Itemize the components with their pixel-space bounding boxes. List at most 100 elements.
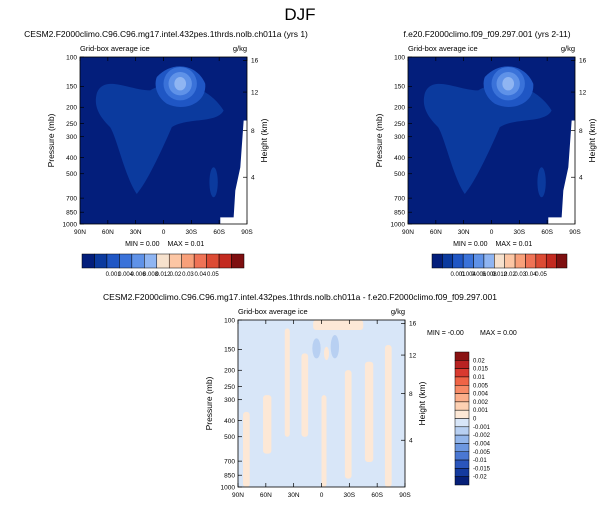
colorbar-label--0.01: -0.01 [473, 458, 487, 464]
colorbar-label-0.001: 0.001 [106, 272, 122, 278]
colorbar-swatch-4 [454, 376, 470, 386]
field-negative-core-2 [330, 335, 340, 359]
colorbar-swatch-6 [144, 253, 158, 269]
colorbar-swatch-10 [454, 426, 470, 436]
x-tick-label-60S: 60S [213, 229, 225, 236]
colorbar-swatch-9 [514, 253, 526, 269]
min-label: MIN = 0.00 [453, 241, 488, 248]
y-tick-label-400: 400 [394, 155, 405, 162]
colorbar-swatch-12 [454, 443, 470, 452]
x-tick-label-90N: 90N [74, 229, 86, 236]
panel-3: CESM2.F2000climo.C96.C96.mg17.intel.432p… [103, 292, 517, 499]
panel-subtitle-right: g/kg [561, 44, 575, 53]
x-tick-label-0: 0 [490, 229, 494, 236]
field-positive-streak-7 [364, 361, 374, 462]
colorbar-label-0.002: 0.002 [473, 400, 489, 406]
y-tick-label-250: 250 [66, 121, 77, 128]
x-tick-label-60N: 60N [260, 492, 272, 499]
colorbar-swatch-1 [454, 351, 470, 361]
y-tick-label-500: 500 [394, 171, 405, 178]
colorbar-swatch-1 [431, 253, 443, 269]
colorbar-label-0.01: 0.01 [473, 375, 485, 381]
colorbar-label-0.012: 0.012 [155, 272, 171, 278]
field-contour-level-5 [502, 77, 515, 91]
colorbar-label-0.03: 0.03 [514, 272, 526, 278]
colorbar-label-0.005: 0.005 [473, 383, 489, 389]
x-tick-label-60N: 60N [430, 229, 442, 236]
colorbar-swatch-2 [94, 253, 108, 269]
field-positive-streak-2 [263, 395, 272, 454]
colorbar-label-0.03: 0.03 [182, 272, 194, 278]
field-positive-streak-4 [301, 353, 309, 437]
colorbar-swatch-6 [454, 393, 470, 403]
y-tick-label-200: 200 [394, 105, 405, 112]
x-tick-label-30N: 30N [130, 229, 142, 236]
y-tick-label-100: 100 [394, 54, 405, 61]
y-axis-label: Pressure (mb) [204, 376, 214, 430]
panel-1: CESM2.F2000climo.C96.C96.mg17.intel.432p… [24, 29, 308, 278]
colorbar-swatch-7 [156, 253, 170, 269]
y-tick-label-1000: 1000 [221, 484, 236, 491]
y-tick-label-300: 300 [66, 134, 77, 141]
colorbar-label-0.006: 0.006 [131, 272, 147, 278]
colorbar-swatch-3 [454, 368, 470, 378]
colorbar-label--0.015: -0.015 [473, 466, 491, 472]
x-tick-label-60S: 60S [541, 229, 553, 236]
y2-axis-label: Height (km) [587, 118, 597, 162]
max-label: MAX = 0.01 [168, 241, 205, 248]
colorbar-swatch-10 [193, 253, 207, 269]
y-tick-label-500: 500 [224, 434, 235, 441]
colorbar-swatch-8 [504, 253, 516, 269]
panel-title: f.e20.F2000climo.f09_f09.297.001 (yrs 2-… [403, 29, 570, 39]
y2-tick-label-12: 12 [251, 89, 259, 96]
x-tick-label-90N: 90N [232, 492, 244, 499]
colorbar-label-0.015: 0.015 [473, 367, 489, 373]
colorbar-swatch-7 [454, 401, 470, 411]
y-tick-label-200: 200 [224, 368, 235, 375]
topography-mask [548, 120, 575, 224]
field-contour-level-1 [95, 83, 224, 194]
y2-tick-label-8: 8 [251, 128, 255, 135]
colorbar-swatch-16 [454, 476, 470, 486]
field-contour-level-1 [423, 83, 552, 194]
y-tick-label-100: 100 [66, 54, 77, 61]
colorbar: 0.0010.0040.0060.0080.0120.020.030.040.0… [431, 253, 568, 278]
y-tick-label-400: 400 [224, 418, 235, 425]
colorbar-swatch-11 [454, 434, 470, 444]
colorbar-label--0.005: -0.005 [473, 450, 491, 456]
field-positive-streak-6 [344, 370, 352, 479]
colorbar-swatch-9 [454, 418, 470, 428]
y2-tick-label-12: 12 [409, 352, 417, 359]
colorbar-swatch-13 [556, 253, 568, 269]
colorbar-swatch-8 [454, 409, 470, 419]
colorbar-label--0.002: -0.002 [473, 433, 491, 439]
panel-subtitle-left: Grid-box average ice [80, 44, 150, 53]
colorbar-label-0.006: 0.006 [471, 272, 487, 278]
y2-axis-label: Height (km) [259, 118, 269, 162]
field-positive-streak-9 [313, 320, 364, 331]
x-tick-label-60S: 60S [371, 492, 383, 499]
y2-tick-label-4: 4 [579, 175, 583, 182]
y-tick-label-250: 250 [394, 121, 405, 128]
y-tick-label-1000: 1000 [63, 221, 78, 228]
colorbar-swatch-1 [81, 253, 95, 269]
colorbar-swatch-4 [119, 253, 133, 269]
panel-2: f.e20.F2000climo.f09_f09.297.001 (yrs 2-… [374, 29, 597, 278]
panel-subtitle-right: g/kg [233, 44, 247, 53]
x-tick-label-0: 0 [162, 229, 166, 236]
colorbar-label--0.001: -0.001 [473, 425, 491, 431]
colorbar-label-0.05: 0.05 [207, 272, 219, 278]
colorbar-label-0.05: 0.05 [535, 272, 547, 278]
y-tick-label-250: 250 [224, 384, 235, 391]
colorbar-swatch-2 [442, 253, 454, 269]
y-tick-label-150: 150 [224, 347, 235, 354]
y-tick-label-1000: 1000 [391, 221, 406, 228]
field-contour-level-1b [209, 167, 218, 198]
panel-title: CESM2.F2000climo.C96.C96.mg17.intel.432p… [103, 292, 497, 302]
y-tick-label-700: 700 [394, 195, 405, 202]
x-tick-label-90S: 90S [399, 492, 411, 499]
panel-subtitle-left: Grid-box average ice [238, 307, 308, 316]
colorbar-swatch-10 [525, 253, 537, 269]
colorbar-swatch-12 [218, 253, 232, 269]
